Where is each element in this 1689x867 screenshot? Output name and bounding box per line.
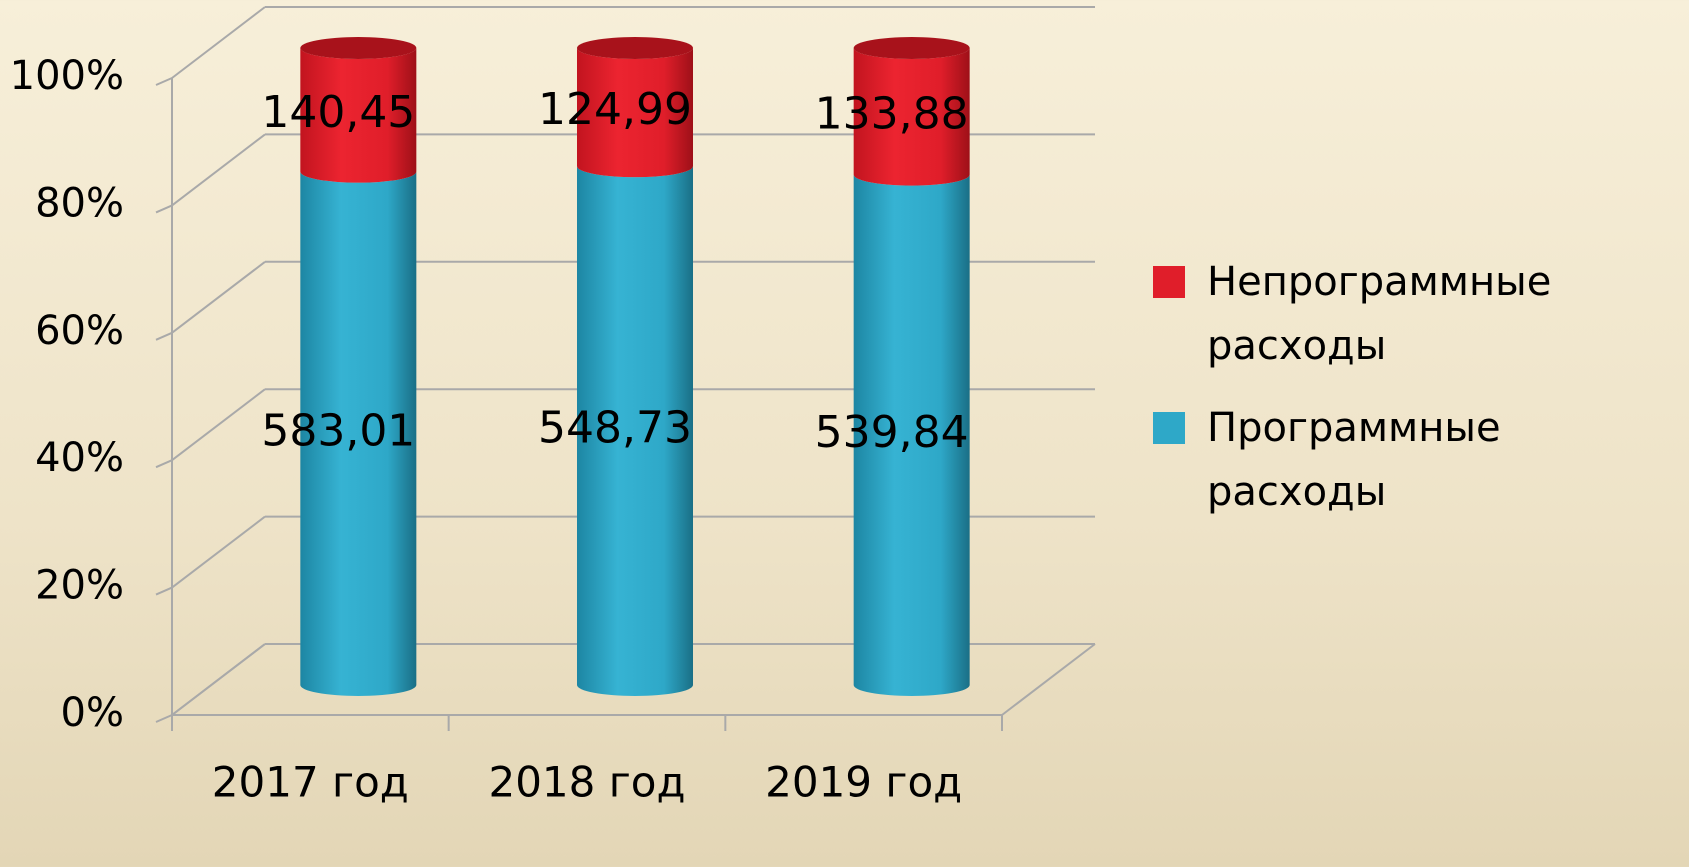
bar-cap	[853, 37, 970, 59]
y-tick-label: 20%	[35, 563, 124, 609]
data-label: 583,01	[261, 405, 415, 456]
tick-mark	[155, 714, 173, 723]
bar-segment	[853, 48, 970, 186]
tick-mark	[155, 204, 173, 214]
bar-segment	[577, 48, 693, 178]
y-tick-label: 80%	[35, 180, 124, 226]
x-tick-label: 2017 год	[212, 758, 409, 807]
legend-label: Непрограммные расходы	[1207, 259, 1552, 369]
bar-segment	[300, 48, 417, 183]
tick-mark	[155, 331, 173, 341]
data-label: 539,84	[815, 407, 969, 458]
tick-mark	[155, 459, 173, 469]
legend-swatch	[1153, 266, 1185, 298]
bar-segment	[853, 174, 970, 697]
floor-edge	[1001, 643, 1096, 716]
grid-diagonal	[171, 133, 266, 207]
grid-diagonal	[171, 643, 266, 716]
x-tick-label: 2018 год	[488, 758, 685, 807]
x-tick-label: 2019 год	[765, 758, 962, 807]
data-label: 140,45	[261, 87, 415, 138]
bar-segment	[300, 171, 417, 696]
legend-label: Программные расходы	[1207, 405, 1501, 515]
grid-diagonal	[171, 388, 266, 461]
tick-mark	[155, 77, 173, 86]
y-tick-label: 40%	[35, 435, 124, 481]
grid-diagonal	[171, 515, 266, 589]
y-tick-label: 0%	[61, 690, 124, 736]
grid-diagonal	[171, 261, 266, 334]
bar-segment	[577, 166, 693, 697]
data-label: 133,88	[815, 88, 969, 139]
y-tick-label: 100%	[10, 53, 124, 99]
data-label: 124,99	[538, 84, 692, 135]
tick-mark	[155, 586, 173, 596]
legend-swatch	[1153, 412, 1185, 444]
grid-diagonal	[171, 6, 266, 79]
legend-item: Непрограммные расходы	[1153, 250, 1677, 378]
legend-item: Программные расходы	[1153, 396, 1677, 524]
legend: Непрограммные расходы Программные расходы	[1153, 250, 1689, 542]
data-label: 548,73	[538, 403, 692, 454]
bar-cap	[577, 37, 693, 59]
bar-cap	[300, 37, 417, 59]
y-tick-label: 60%	[35, 308, 124, 354]
